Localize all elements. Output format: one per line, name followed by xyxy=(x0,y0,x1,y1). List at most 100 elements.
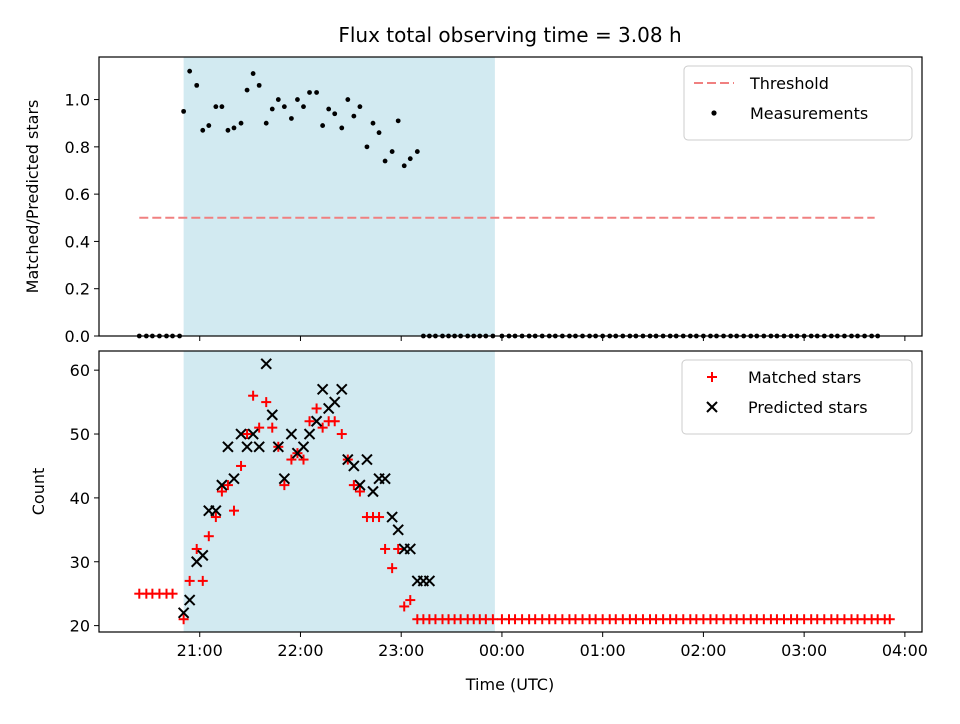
data-point xyxy=(364,144,370,150)
data-point xyxy=(235,428,247,440)
data-point xyxy=(261,397,272,408)
data-point xyxy=(314,90,319,95)
data-point xyxy=(404,543,416,555)
data-point xyxy=(241,441,253,453)
x-tick-label: 00:00 xyxy=(479,641,525,660)
data-point xyxy=(216,486,227,497)
data-point xyxy=(336,429,347,440)
series-predicted-stars xyxy=(177,358,436,619)
data-point xyxy=(348,480,359,491)
data-point xyxy=(374,512,385,523)
data-point xyxy=(311,403,322,414)
data-point xyxy=(231,125,237,131)
data-point xyxy=(407,156,413,162)
data-point xyxy=(206,123,212,128)
chart-title: Flux total observing time = 3.08 h xyxy=(338,23,681,47)
data-point xyxy=(222,441,234,453)
observing-window xyxy=(183,57,495,336)
data-point xyxy=(238,120,244,126)
legend-box xyxy=(681,359,913,435)
data-point xyxy=(256,82,262,88)
data-point xyxy=(380,543,391,554)
data-point xyxy=(242,429,253,440)
data-point xyxy=(351,113,357,119)
data-point xyxy=(399,601,410,612)
legend: Matched stars Predicted stars xyxy=(681,359,913,435)
data-point xyxy=(405,595,416,606)
data-point xyxy=(177,607,190,619)
top-panel: 0.0 0.2 0.4 0.6 0.8 1.0 Matched/Predicted star… xyxy=(23,56,923,346)
y-tick-label: 30 xyxy=(70,553,90,572)
legend-x-swatch xyxy=(706,401,718,413)
legend: Threshold Measurements xyxy=(683,65,913,141)
data-point xyxy=(307,90,312,95)
data-point xyxy=(393,543,404,554)
data-point xyxy=(326,106,332,112)
data-point xyxy=(301,104,306,110)
data-point xyxy=(336,383,348,396)
data-point xyxy=(289,116,294,121)
data-point xyxy=(236,460,247,471)
y-tick-label: 0.8 xyxy=(65,138,90,157)
x-tick-label: 02:00 xyxy=(680,641,726,660)
data-point xyxy=(304,416,315,427)
data-point xyxy=(266,409,278,421)
data-point xyxy=(339,125,345,131)
data-point xyxy=(244,87,250,93)
data-point xyxy=(181,108,187,114)
data-point xyxy=(267,422,278,433)
data-point xyxy=(317,422,328,433)
x-tick-label: 23:00 xyxy=(378,641,424,660)
x-tick-label: 04:00 xyxy=(882,641,928,660)
x-tick-label: 03:00 xyxy=(781,641,827,660)
data-point xyxy=(187,68,193,74)
data-point xyxy=(392,524,404,536)
data-point xyxy=(167,588,178,599)
y-axis-label: Count xyxy=(29,468,48,516)
data-point xyxy=(263,120,269,126)
data-point xyxy=(260,358,272,370)
data-point xyxy=(387,563,398,574)
data-point xyxy=(219,104,225,110)
data-point xyxy=(329,416,340,427)
series-matched-stars xyxy=(134,390,895,625)
y-tick-label: 0.0 xyxy=(65,327,90,346)
legend-label: Threshold xyxy=(749,74,829,93)
data-point xyxy=(253,441,265,453)
data-point xyxy=(345,97,351,102)
legend-box xyxy=(683,65,913,141)
x-tick-label: 22:00 xyxy=(277,641,323,660)
data-point xyxy=(298,454,309,465)
legend-label: Matched stars xyxy=(748,368,861,387)
y-tick-label: 20 xyxy=(70,617,90,636)
data-point xyxy=(228,505,239,516)
series-measurements xyxy=(136,68,881,339)
data-point xyxy=(279,480,290,491)
data-point xyxy=(210,512,221,523)
data-point xyxy=(354,486,365,497)
data-point xyxy=(357,104,363,110)
x-tick-label: 01:00 xyxy=(580,641,626,660)
data-point xyxy=(367,485,379,498)
y-tick-label: 0.2 xyxy=(65,280,90,299)
data-point xyxy=(354,479,366,491)
data-point xyxy=(329,396,341,408)
data-point xyxy=(423,575,436,587)
y-tick-label: 60 xyxy=(70,361,90,380)
data-point xyxy=(316,383,329,396)
y-tick-label: 40 xyxy=(70,489,90,508)
data-point xyxy=(370,120,376,126)
data-point xyxy=(225,127,231,133)
data-point xyxy=(178,614,189,625)
data-point xyxy=(184,575,195,586)
data-point xyxy=(320,123,326,128)
axes-frame xyxy=(98,350,923,633)
data-point xyxy=(884,614,895,625)
x-axis-label: Time (UTC) xyxy=(465,675,554,694)
data-point xyxy=(401,163,407,169)
data-point xyxy=(200,127,206,133)
data-point xyxy=(348,460,360,472)
data-point xyxy=(297,441,310,453)
legend-dot-swatch xyxy=(711,110,717,116)
